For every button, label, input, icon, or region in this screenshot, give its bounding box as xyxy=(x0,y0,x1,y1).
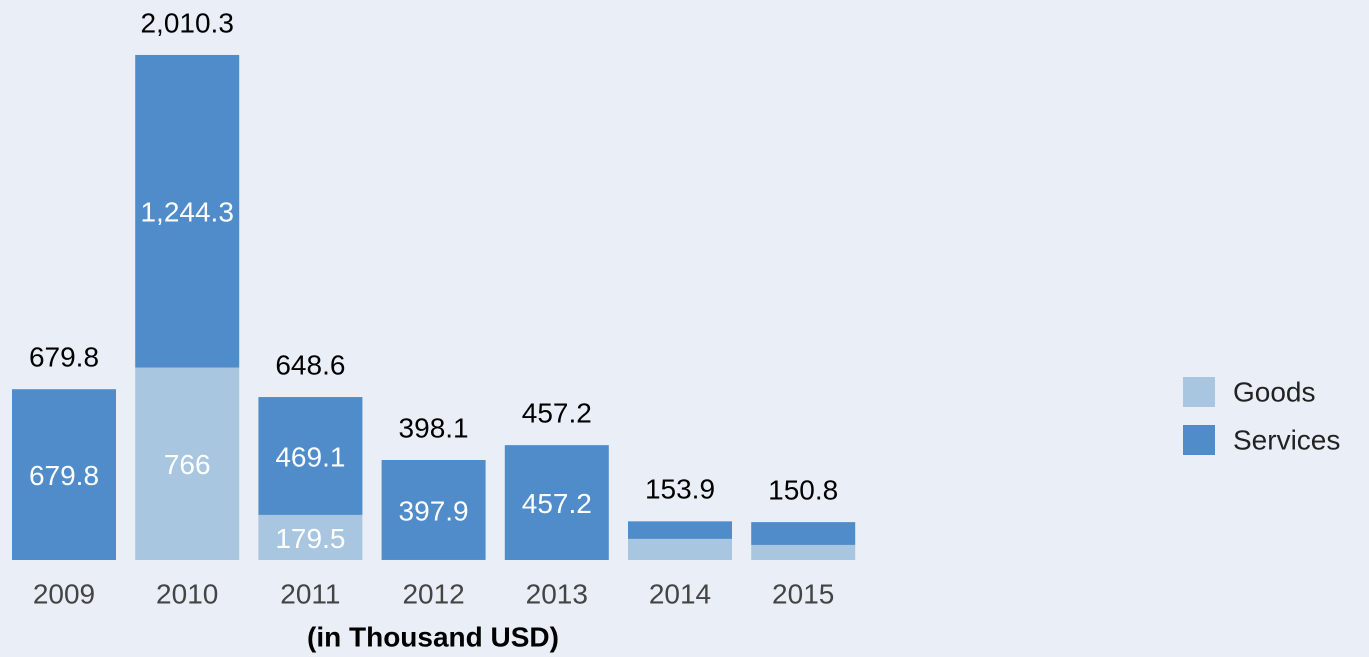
segment-label: 397.9 xyxy=(399,495,469,526)
total-label: 648.6 xyxy=(275,349,345,380)
x-tick-label: 2014 xyxy=(649,578,711,609)
x-axis-label: (in Thousand USD) xyxy=(307,621,559,652)
bar-segment xyxy=(135,54,240,368)
bar-segment xyxy=(258,514,363,560)
total-label: 153.9 xyxy=(645,474,715,505)
x-tick-label: 2015 xyxy=(772,578,834,609)
total-label: 150.8 xyxy=(768,475,838,506)
bar-segment xyxy=(504,445,609,560)
bar-segment xyxy=(258,397,363,515)
total-label: 398.1 xyxy=(399,412,469,443)
segment-label: 1,244.3 xyxy=(140,197,233,228)
bar-segment xyxy=(135,367,240,560)
legend-swatch xyxy=(1183,425,1215,455)
bar-segment xyxy=(628,538,732,560)
total-label: 457.2 xyxy=(522,398,592,429)
segment-label: 766 xyxy=(164,449,211,480)
legend-label: Services xyxy=(1233,424,1340,455)
legend-swatch xyxy=(1183,377,1215,407)
segment-label: 179.5 xyxy=(275,523,345,554)
legend-label: Goods xyxy=(1233,376,1316,407)
x-tick-label: 2009 xyxy=(33,578,95,609)
total-label: 679.8 xyxy=(29,342,99,373)
total-label: 2,010.3 xyxy=(140,7,233,38)
bar-segment xyxy=(12,389,116,560)
x-tick-label: 2010 xyxy=(156,578,218,609)
segment-label: 469.1 xyxy=(275,441,345,472)
x-tick-label: 2012 xyxy=(402,578,464,609)
segment-label: 457.2 xyxy=(522,488,592,519)
bar-segment xyxy=(751,522,856,545)
x-tick-label: 2013 xyxy=(526,578,588,609)
bar-segment xyxy=(751,544,856,560)
bar-segment xyxy=(628,521,732,539)
segment-label: 679.8 xyxy=(29,460,99,491)
x-tick-label: 2011 xyxy=(280,578,340,609)
bar-segment xyxy=(381,459,486,560)
